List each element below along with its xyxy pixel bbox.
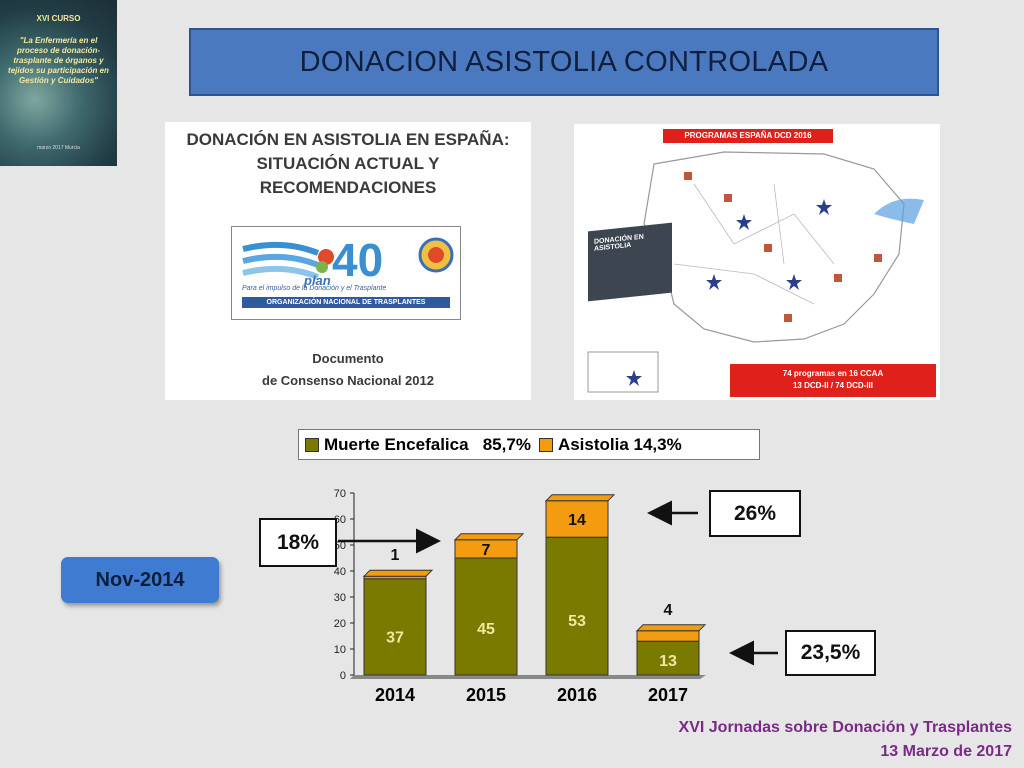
y-tick-label-10: 10 bbox=[334, 644, 346, 656]
y-tick-label-30: 30 bbox=[334, 592, 346, 604]
plan40-logo: 40 plan Para el impulso de la Donación y… bbox=[231, 226, 461, 320]
data-label-asystole-2014: 1 bbox=[391, 547, 400, 564]
map-footer: 74 programas en 16 CCAA 13 DCD-II / 74 D… bbox=[730, 364, 936, 397]
bar-2016-asystole bbox=[545, 500, 609, 538]
bar-2016-brain-death bbox=[545, 536, 609, 676]
y-tick-label-0: 0 bbox=[340, 670, 346, 682]
document-footer-line2: de Consenso Nacional 2012 bbox=[262, 373, 434, 388]
bar-cap-2016 bbox=[544, 494, 616, 502]
map-footer-line2: 13 DCD-II / 74 DCD-III bbox=[792, 381, 873, 390]
document-footer-line1: Documento bbox=[312, 351, 384, 366]
chart-floor bbox=[350, 675, 706, 679]
data-label-asystole-2015: 7 bbox=[482, 542, 491, 559]
logo-flags-icon bbox=[418, 237, 454, 273]
y-tick-label-70: 70 bbox=[334, 488, 346, 500]
course-thumbnail: XVI CURSO "La Enfermería en el proceso d… bbox=[0, 0, 117, 166]
callout-left-percentage: 18% bbox=[259, 518, 337, 567]
legend-swatch-asystole bbox=[538, 437, 553, 452]
legend-label-brain-death: Muerte Encefalica 85,7% bbox=[324, 434, 531, 454]
y-tick-label-20: 20 bbox=[334, 618, 346, 630]
bar-2015-brain-death bbox=[454, 557, 518, 676]
callout-bottom-right-percentage: 23,5% bbox=[785, 630, 876, 676]
thumbnail-footer: marzo 2017 Murcia bbox=[37, 145, 80, 151]
date-badge-button[interactable]: Nov-2014 bbox=[61, 557, 219, 603]
callout-top-right-percentage: 26% bbox=[709, 490, 801, 537]
thumbnail-body: "La Enfermería en el proceso de donación… bbox=[8, 36, 109, 85]
data-label-brain-death-2015: 45 bbox=[477, 621, 495, 638]
x-tick-label-2017: 2017 bbox=[648, 685, 688, 705]
thumbnail-heading: XVI CURSO bbox=[36, 14, 81, 23]
y-tick-label-40: 40 bbox=[334, 566, 346, 578]
data-label-asystole-2016: 14 bbox=[568, 512, 586, 529]
logo-number: 40 bbox=[332, 234, 384, 286]
footer-event: XVI Jornadas sobre Donación y Trasplante… bbox=[678, 719, 1012, 736]
x-tick-label-2014: 2014 bbox=[375, 685, 415, 705]
logo-swoosh-icon bbox=[242, 241, 334, 280]
slide-footer: XVI Jornadas sobre Donación y Trasplante… bbox=[679, 716, 1012, 764]
document-title: DONACIÓN EN ASISTOLIA EN ESPAÑA: SITUACI… bbox=[186, 130, 510, 197]
data-label-brain-death-2014: 37 bbox=[386, 630, 404, 647]
logo-organization: ORGANIZACIÓN NACIONAL DE TRASPLANTES bbox=[242, 297, 450, 308]
logo-word: plan bbox=[304, 273, 331, 288]
bar-2014-brain-death bbox=[363, 578, 427, 676]
bar-cap-2015 bbox=[453, 533, 525, 541]
consensus-document-image: DONACIÓN EN ASISTOLIA EN ESPAÑA: SITUACI… bbox=[165, 122, 531, 400]
map-header: PROGRAMAS ESPAÑA DCD 2016 bbox=[663, 129, 833, 143]
stacked-bar-chart: 0102030405060702014371201545720165314201… bbox=[334, 488, 707, 705]
chart-legend: Muerte Encefalica 85,7% Asistolia 14,3% bbox=[298, 429, 760, 460]
x-tick-label-2016: 2016 bbox=[557, 685, 597, 705]
bar-2017-brain-death bbox=[636, 640, 700, 676]
footer-date: 13 Marzo de 2017 bbox=[880, 743, 1012, 760]
logo-tagline: Para el impulso de la Donación y el Tras… bbox=[242, 285, 387, 292]
data-label-asystole-2017: 4 bbox=[664, 602, 673, 619]
data-label-brain-death-2016: 53 bbox=[568, 613, 586, 630]
bar-cap-2017 bbox=[635, 624, 707, 632]
slide-title: DONACION ASISTOLIA CONTROLADA bbox=[189, 28, 939, 96]
dcd-programs-map-image: PROGRAMAS ESPAÑA DCD 2016 DONACIÓN EN AS… bbox=[574, 124, 940, 400]
data-label-brain-death-2017: 13 bbox=[659, 653, 677, 670]
bar-cap-2014 bbox=[362, 569, 434, 577]
legend-swatch-brain-death bbox=[305, 437, 319, 452]
map-footer-line1: 74 programas en 16 CCAA bbox=[782, 369, 884, 378]
x-tick-label-2015: 2015 bbox=[466, 685, 506, 705]
legend-label-asystole: Asistolia 14,3% bbox=[557, 434, 682, 454]
